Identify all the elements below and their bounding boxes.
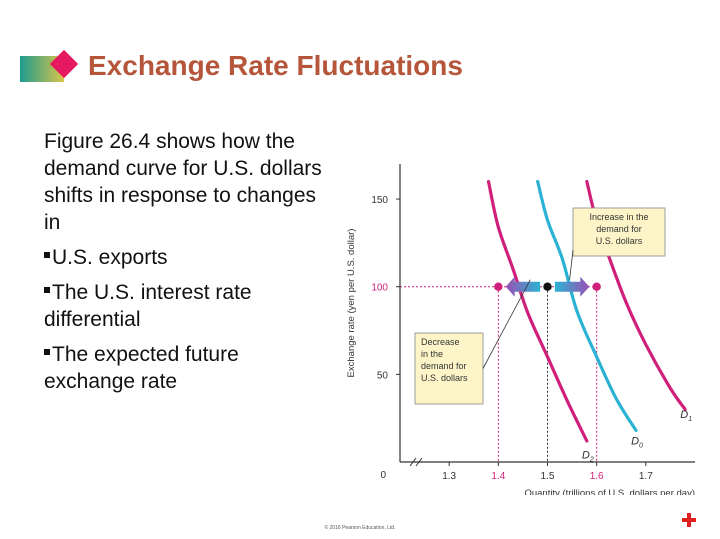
bullet-item: U.S. exports: [44, 244, 334, 271]
y-zero-label: 0: [380, 470, 386, 481]
annotation-leader-line: [569, 249, 574, 280]
annotation-text: Decrease: [421, 337, 460, 347]
annotation-leader-line: [482, 279, 531, 369]
slide-title: Exchange Rate Fluctuations: [88, 50, 463, 81]
curve-label-d1: D1: [680, 409, 692, 423]
curve-d0: [536, 179, 638, 433]
curve-d2: [486, 179, 589, 443]
annotation-text: U.S. dollars: [596, 236, 643, 246]
bullet-icon: [44, 349, 50, 356]
y-tick-label: 100: [371, 283, 388, 294]
annotation-text: in the: [421, 349, 443, 359]
y-tick-label: 50: [377, 370, 389, 381]
increase-label-box: [572, 207, 666, 257]
curve-label-subscript: 2: [589, 456, 594, 463]
bullet-text: The U.S. interest rate differential: [44, 281, 252, 331]
intro-text: Figure 26.4 shows how the demand curve f…: [44, 130, 322, 234]
y-tick-label: 150: [371, 195, 388, 206]
title-bar: Exchange Rate Fluctuations: [18, 48, 718, 92]
demand-shift-chart: 50 100 150 0 1.3 1.4 1.5 1.6 1.7 Quantity (trilli…: [346, 164, 695, 495]
curve-label-subscript: 1: [688, 416, 692, 423]
x-axis-label: Quantity (trillions of U.S. dollars per …: [524, 488, 695, 495]
annotation-text: demand for: [421, 361, 467, 371]
axis-break-icon: [409, 457, 423, 467]
annotation-text: Increase in the: [589, 212, 648, 222]
x-tick-label: 1.6: [590, 471, 604, 482]
bullet-item: The expected future exchange rate: [44, 341, 334, 395]
curve-label-d2: D2: [582, 449, 594, 463]
x-tick-label: 1.5: [541, 471, 555, 482]
bullet-icon: [44, 287, 50, 294]
bullet-item: The U.S. interest rate differential: [44, 279, 334, 333]
bullet-text: The expected future exchange rate: [44, 343, 239, 393]
x-tick-label: 1.3: [442, 471, 456, 482]
x-tick-label: 1.7: [639, 471, 653, 482]
annotation-text: U.S. dollars: [421, 373, 468, 383]
shifted-point: [494, 282, 503, 291]
bullet-icon: [44, 252, 50, 259]
shifted-point: [592, 282, 601, 291]
bullet-text: U.S. exports: [52, 246, 168, 269]
shift-right-arrow: [554, 276, 590, 297]
shift-left-arrow: [505, 276, 541, 297]
equilibrium-point: [543, 282, 552, 291]
copyright-text: © 2016 Pearson Education, Ltd.: [324, 525, 396, 531]
x-tick-label: 1.4: [491, 471, 505, 482]
curve-label-subscript: 0: [639, 442, 643, 449]
y-axis-label: Exchange rate (yen per U.S. dollar): [346, 229, 357, 378]
curve-label-d0: D0: [631, 435, 643, 449]
annotation-text: demand for: [596, 224, 642, 234]
slide-body: Figure 26.4 shows how the demand curve f…: [44, 128, 334, 403]
plus-icon[interactable]: [681, 512, 697, 528]
